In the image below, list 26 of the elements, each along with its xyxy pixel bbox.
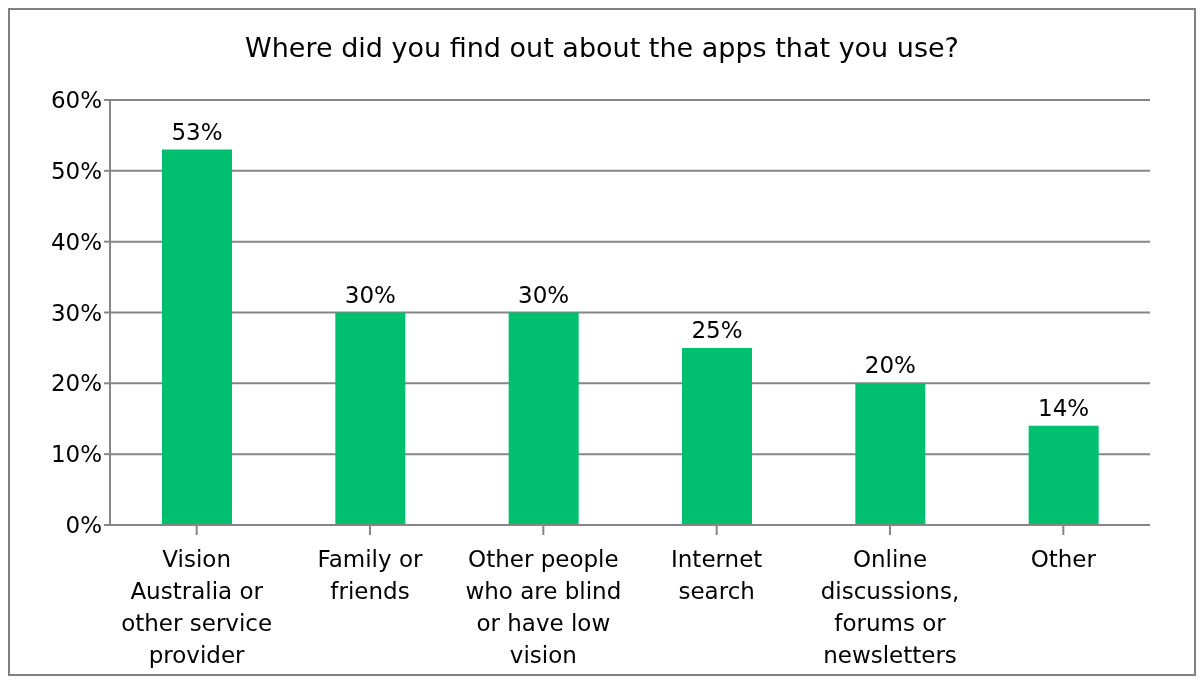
x-tick-label: Other (1030, 546, 1097, 572)
y-tick-label: 20% (50, 370, 102, 397)
y-tick-label: 60% (50, 87, 102, 114)
x-tick-label: Other people who are blind or have low vision (465, 546, 622, 668)
y-tick-label: 0% (65, 512, 102, 539)
x-tick-label: Vision Australia or other service provider (121, 546, 273, 668)
y-tick-label: 30% (50, 299, 102, 326)
bar (508, 312, 579, 525)
data-label: 30% (518, 281, 570, 308)
bar (162, 149, 232, 525)
data-label: 30% (344, 281, 396, 308)
y-tick-label: 40% (50, 228, 102, 255)
bar (335, 312, 406, 525)
data-label: 14% (1038, 394, 1090, 421)
chart-title: Where did you find out about the apps that you use? (244, 32, 960, 63)
data-label: 53% (171, 118, 223, 145)
y-tick-label: 10% (50, 441, 102, 468)
bar (1028, 425, 1099, 525)
bar (682, 347, 752, 525)
data-label: 25% (691, 316, 743, 343)
bar (855, 383, 926, 525)
x-tick-label: Internet search (671, 546, 763, 604)
x-tick-label: Family or friends (317, 546, 423, 604)
data-label: 20% (864, 352, 916, 379)
x-tick-label: Online discussions, forums or newsletters (820, 546, 960, 668)
y-tick-label: 50% (50, 158, 102, 184)
